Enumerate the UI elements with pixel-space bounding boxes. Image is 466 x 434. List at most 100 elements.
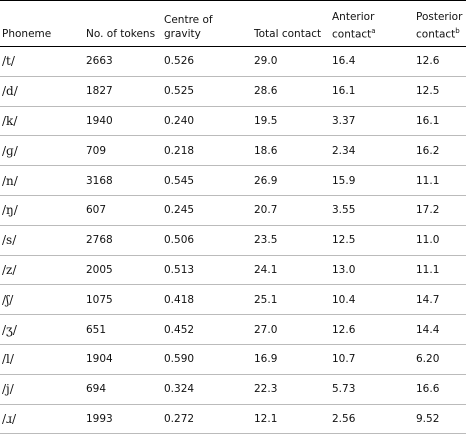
table-body: /t/2663 0.526 29.0 16.4 12.6/d/1827 0.525 28.6… bbox=[0, 46, 466, 434]
header-cell: No. of tokens bbox=[84, 0, 162, 47]
value-cell: 5.73 bbox=[330, 374, 414, 405]
value-cell: 9.52 bbox=[414, 404, 466, 434]
table-row: /ʒ/651 0.452 27.0 12.6 14.4 bbox=[0, 314, 466, 345]
value-cell: 26.9 bbox=[252, 165, 330, 196]
value-cell: 0.545 bbox=[162, 165, 252, 196]
table-row: /s/2768 0.506 23.5 12.5 11.0 bbox=[0, 225, 466, 256]
table-row: /t/2663 0.526 29.0 16.4 12.6 bbox=[0, 46, 466, 77]
table-row: /ɡ/709 0.218 18.6 2.34 16.2 bbox=[0, 135, 466, 167]
value-cell: 0.506 bbox=[162, 225, 252, 256]
header-text: Centre of gravity bbox=[164, 14, 213, 40]
value-cell: 12.5 bbox=[414, 76, 466, 107]
header-row: Phoneme No. of tokens Centre of gravity Tot… bbox=[0, 0, 466, 47]
table-row: /ŋ/607 0.245 20.7 3.55 17.2 bbox=[0, 195, 466, 226]
value-cell: 13.0 bbox=[330, 255, 414, 286]
value-cell: 0.245 bbox=[162, 195, 252, 226]
value-cell: 0.240 bbox=[162, 106, 252, 137]
phoneme-cell: /z/ bbox=[0, 255, 84, 286]
value-cell: 17.2 bbox=[414, 195, 466, 226]
value-cell: 12.6 bbox=[414, 46, 466, 77]
value-cell: 15.9 bbox=[330, 165, 414, 196]
value-cell: 16.2 bbox=[414, 135, 466, 167]
value-cell: 14.7 bbox=[414, 284, 466, 316]
value-cell: 0.513 bbox=[162, 255, 252, 286]
value-cell: 1904 bbox=[84, 344, 162, 375]
header-cell: Posterior contactb bbox=[414, 0, 466, 47]
value-cell: 11.0 bbox=[414, 225, 466, 256]
header-text: No. of tokens bbox=[86, 28, 156, 40]
phoneme-cell: /k/ bbox=[0, 106, 84, 137]
value-cell: 0.525 bbox=[162, 76, 252, 107]
phoneme-cell: /ʃ/ bbox=[0, 284, 84, 316]
phoneme-cell: /n/ bbox=[0, 165, 84, 196]
value-cell: 19.5 bbox=[252, 106, 330, 137]
value-cell: 0.218 bbox=[162, 135, 252, 167]
value-cell: 3.55 bbox=[330, 195, 414, 226]
value-cell: 2.34 bbox=[330, 135, 414, 167]
value-cell: 1075 bbox=[84, 284, 162, 316]
table-row: /d/1827 0.525 28.6 16.1 12.5 bbox=[0, 76, 466, 107]
phoneme-cell: /ɡ/ bbox=[0, 135, 84, 167]
phoneme-cell: /l/ bbox=[0, 344, 84, 375]
header-cell: Total contact bbox=[252, 0, 330, 47]
header-cell: Phoneme bbox=[0, 0, 84, 47]
value-cell: 3.37 bbox=[330, 106, 414, 137]
value-cell: 709 bbox=[84, 135, 162, 167]
header-text: Posterior contact bbox=[416, 10, 463, 41]
value-cell: 29.0 bbox=[252, 46, 330, 77]
table-row: /ɹ/1993 0.272 12.1 2.56 9.52 bbox=[0, 404, 466, 434]
value-cell: 3168 bbox=[84, 165, 162, 196]
value-cell: 18.6 bbox=[252, 135, 330, 167]
header-cell: Anterior contacta bbox=[330, 0, 414, 47]
value-cell: 0.324 bbox=[162, 374, 252, 405]
header-text: Anterior contact bbox=[332, 10, 375, 41]
value-cell: 25.1 bbox=[252, 284, 330, 316]
value-cell: 22.3 bbox=[252, 374, 330, 405]
phoneme-cell: /d/ bbox=[0, 76, 84, 107]
value-cell: 607 bbox=[84, 195, 162, 226]
footnote-marker: a bbox=[371, 26, 376, 35]
header-cell: Centre of gravity bbox=[162, 0, 252, 47]
value-cell: 0.452 bbox=[162, 314, 252, 345]
value-cell: 0.272 bbox=[162, 404, 252, 434]
value-cell: 1993 bbox=[84, 404, 162, 434]
phoneme-cell: /ʒ/ bbox=[0, 314, 84, 345]
value-cell: 27.0 bbox=[252, 314, 330, 345]
table-row: /k/1940 0.240 19.5 3.37 16.1 bbox=[0, 106, 466, 137]
table-row: /z/2005 0.513 24.1 13.0 11.1 bbox=[0, 255, 466, 286]
value-cell: 16.4 bbox=[330, 46, 414, 77]
value-cell: 694 bbox=[84, 374, 162, 405]
value-cell: 16.1 bbox=[414, 106, 466, 137]
phoneme-cell: /j/ bbox=[0, 374, 84, 405]
value-cell: 6.20 bbox=[414, 344, 466, 375]
table-row: /j/694 0.324 22.3 5.73 16.6 bbox=[0, 374, 466, 405]
table-row: /n/3168 0.545 26.9 15.9 11.1 bbox=[0, 165, 466, 196]
value-cell: 0.590 bbox=[162, 344, 252, 375]
value-cell: 1827 bbox=[84, 76, 162, 107]
phoneme-cell: /s/ bbox=[0, 225, 84, 256]
value-cell: 12.5 bbox=[330, 225, 414, 256]
value-cell: 0.418 bbox=[162, 284, 252, 316]
phoneme-cell: /ŋ/ bbox=[0, 195, 84, 226]
value-cell: 11.1 bbox=[414, 165, 466, 196]
header-text: Phoneme bbox=[2, 28, 52, 40]
phoneme-cell: /t/ bbox=[0, 46, 84, 77]
header-text: Total contact bbox=[254, 28, 322, 40]
value-cell: 16.1 bbox=[330, 76, 414, 107]
value-cell: 2663 bbox=[84, 46, 162, 77]
value-cell: 12.6 bbox=[330, 314, 414, 345]
value-cell: 2.56 bbox=[330, 404, 414, 434]
footnote-marker: b bbox=[455, 26, 460, 35]
value-cell: 23.5 bbox=[252, 225, 330, 256]
phoneme-cell: /ɹ/ bbox=[0, 404, 84, 434]
value-cell: 12.1 bbox=[252, 404, 330, 434]
value-cell: 2768 bbox=[84, 225, 162, 256]
table-header: Phoneme No. of tokens Centre of gravity Tot… bbox=[0, 0, 466, 47]
value-cell: 16.9 bbox=[252, 344, 330, 375]
value-cell: 2005 bbox=[84, 255, 162, 286]
value-cell: 20.7 bbox=[252, 195, 330, 226]
value-cell: 10.7 bbox=[330, 344, 414, 375]
value-cell: 1940 bbox=[84, 106, 162, 137]
